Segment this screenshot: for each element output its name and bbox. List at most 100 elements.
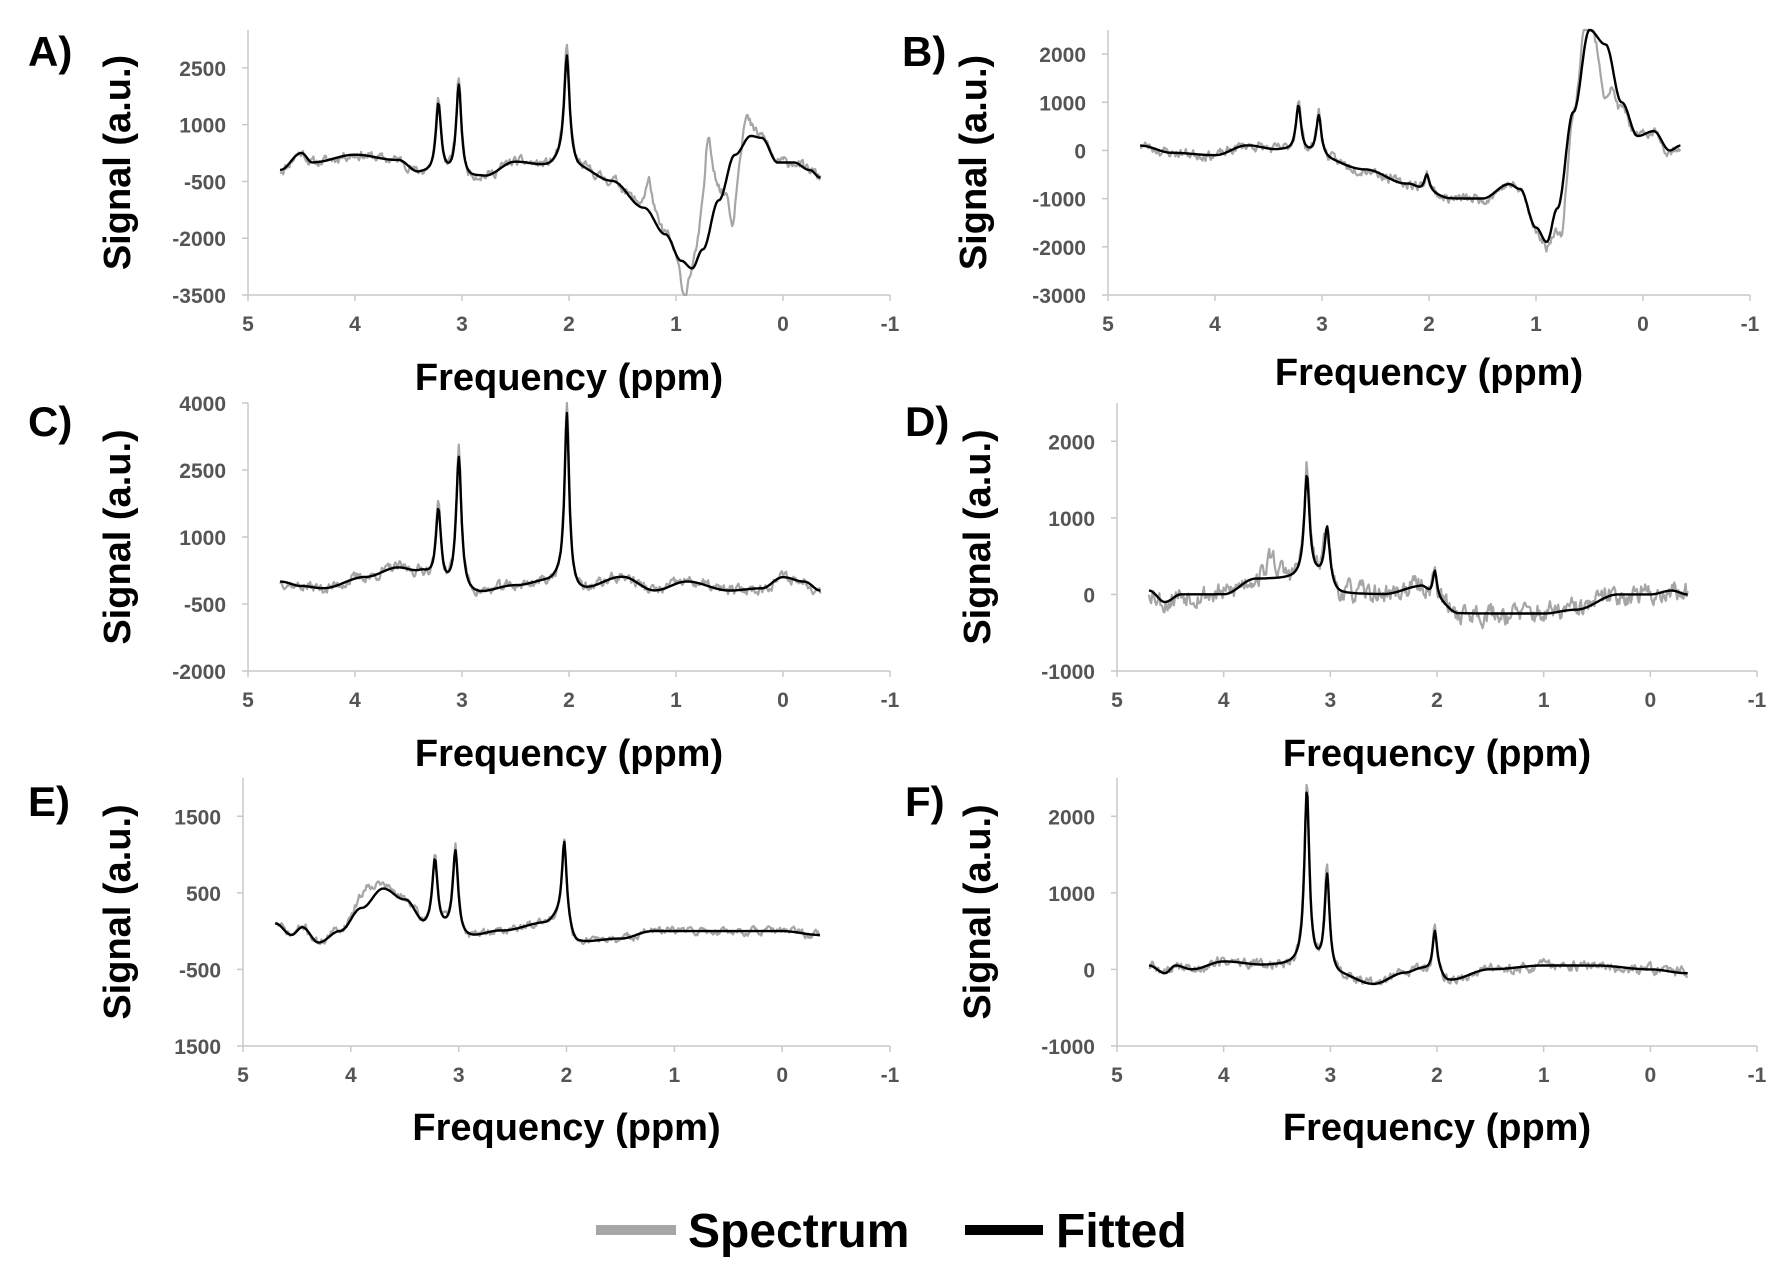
series-spectrum: [1147, 461, 1689, 630]
x-tick-label: -1: [1741, 313, 1760, 336]
x-tick-label: 5: [1111, 689, 1123, 712]
series-fitted: [1148, 474, 1688, 615]
y-tick-label: -2000: [172, 228, 226, 251]
legend-spectrum-label: Spectrum: [688, 1205, 909, 1258]
y-tick-label: 2500: [179, 460, 226, 483]
y-tick-label: -2000: [1032, 237, 1086, 260]
x-axis-label: Frequency (ppm): [412, 1107, 720, 1149]
x-tick-label: 5: [242, 313, 254, 336]
x-tick-label: 1: [668, 1064, 680, 1087]
y-tick-label: -1000: [1041, 1036, 1095, 1059]
panel-a: A) Signal (a.u.) 2500 1000 -500 -2000 -3500 5 4 3…: [28, 28, 900, 399]
panel-label: A): [28, 28, 72, 75]
y-axis-label: Signal (a.u.): [97, 55, 139, 270]
y-tick-label: 1000: [1048, 508, 1095, 531]
series-fitted: [1139, 28, 1681, 244]
x-tick-label: 3: [1324, 1064, 1336, 1087]
x-tick-label: 4: [345, 1064, 357, 1087]
x-tick-label: 2: [1423, 313, 1435, 336]
y-axis-label: Signal (a.u.): [957, 429, 999, 644]
x-tick-label: 4: [1209, 313, 1221, 336]
panel-label: E): [28, 778, 70, 825]
series-spectrum: [279, 43, 822, 297]
x-tick-label: 3: [1324, 689, 1336, 712]
x-tick-label: 4: [349, 313, 361, 336]
series-fitted: [1148, 791, 1688, 986]
x-tick-label: 5: [1102, 313, 1114, 336]
x-tick-label: 5: [1111, 1064, 1123, 1087]
series-spectrum: [274, 838, 821, 946]
x-tick-label: 4: [1218, 689, 1230, 712]
x-tick-label: 2: [1431, 689, 1443, 712]
y-axis-label: Signal (a.u.): [957, 804, 999, 1019]
panel-label: B): [902, 28, 946, 75]
y-tick-label: 2000: [1039, 44, 1086, 67]
x-tick-label: -1: [881, 313, 900, 336]
x-tick-label: 3: [456, 689, 468, 712]
x-tick-label: 1: [1538, 1064, 1550, 1087]
x-axis-label: Frequency (ppm): [415, 733, 723, 775]
y-tick-label: 0: [1083, 584, 1095, 607]
x-tick-label: 2: [563, 313, 575, 336]
y-tick-label: 0: [1074, 140, 1086, 163]
x-tick-label: 1: [670, 689, 682, 712]
x-axis-label: Frequency (ppm): [1275, 352, 1583, 394]
x-tick-label: 1: [670, 313, 682, 336]
x-tick-label: 2: [1431, 1064, 1443, 1087]
x-tick-label: 2: [561, 1064, 573, 1087]
x-tick-label: -1: [881, 689, 900, 712]
x-tick-label: 0: [1637, 313, 1649, 336]
panel-e: E) Signal (a.u.) 1500 500 -500 1500 5 4 3 2 1 0 -1 Fr…: [28, 778, 900, 1149]
x-tick-label: 0: [777, 313, 789, 336]
x-tick-label: 0: [777, 689, 789, 712]
y-tick-label: 0: [1083, 959, 1095, 982]
x-tick-label: -1: [1748, 1064, 1767, 1087]
y-tick-label: 1000: [1039, 92, 1086, 115]
y-tick-label: -500: [184, 594, 226, 617]
x-axis-label: Frequency (ppm): [1283, 733, 1591, 775]
x-tick-label: 0: [1644, 689, 1656, 712]
x-tick-label: -1: [1748, 689, 1767, 712]
panel-f: F) Signal (a.u.) 2000 1000 0 -1000 5 4 3 2 1 0 -1 Fre…: [905, 778, 1767, 1149]
panel-d: D)Signal (a.u.) 2000 1000 0 -1000 5 4 3 2 1 0 -1 Fre…: [905, 398, 1767, 775]
x-tick-label: 4: [1218, 1064, 1230, 1087]
x-tick-label: 0: [1644, 1064, 1656, 1087]
x-tick-label: 4: [349, 689, 361, 712]
series-fitted: [275, 840, 821, 944]
legend: Spectrum Fitted: [596, 1205, 1187, 1258]
y-tick-label: -1000: [1032, 189, 1086, 212]
y-tick-label: 4000: [179, 393, 226, 416]
y-tick-label: -3500: [172, 285, 226, 308]
y-tick-label: 500: [186, 883, 221, 906]
series-spectrum: [1139, 28, 1682, 253]
y-tick-label: 1000: [1048, 883, 1095, 906]
y-tick-label: 2000: [1048, 431, 1095, 454]
x-axis-label: Frequency (ppm): [415, 357, 723, 399]
y-axis-label: Signal (a.u.): [97, 804, 139, 1019]
x-tick-label: 2: [563, 689, 575, 712]
x-tick-label: 5: [237, 1064, 249, 1087]
x-axis-label: Frequency (ppm): [1283, 1107, 1591, 1149]
y-tick-label: 1000: [179, 115, 226, 138]
x-tick-label: 1: [1538, 689, 1550, 712]
x-tick-label: 5: [242, 689, 254, 712]
y-tick-label: -2000: [172, 661, 226, 684]
series-spectrum: [1148, 783, 1688, 986]
y-tick-label: 2500: [179, 58, 226, 81]
x-tick-label: -1: [881, 1064, 900, 1087]
y-tick-label: 1000: [179, 527, 226, 550]
y-tick-label: 1500: [174, 806, 221, 829]
panel-b: B)Signal (a.u.) 2000 1000 0 -1000 -2000 -3000 5…: [902, 28, 1760, 394]
x-tick-label: 3: [456, 313, 468, 336]
y-axis-label: Signal (a.u.): [97, 429, 139, 644]
panel-label: D): [905, 398, 949, 445]
series-fitted: [279, 411, 821, 593]
y-tick-label: 1500: [174, 1036, 221, 1059]
y-axis-label: Signal (a.u.): [953, 55, 995, 270]
y-tick-label: -500: [179, 959, 221, 982]
y-tick-label: -1000: [1041, 661, 1095, 684]
x-tick-label: 3: [1316, 313, 1328, 336]
y-tick-label: 2000: [1048, 806, 1095, 829]
